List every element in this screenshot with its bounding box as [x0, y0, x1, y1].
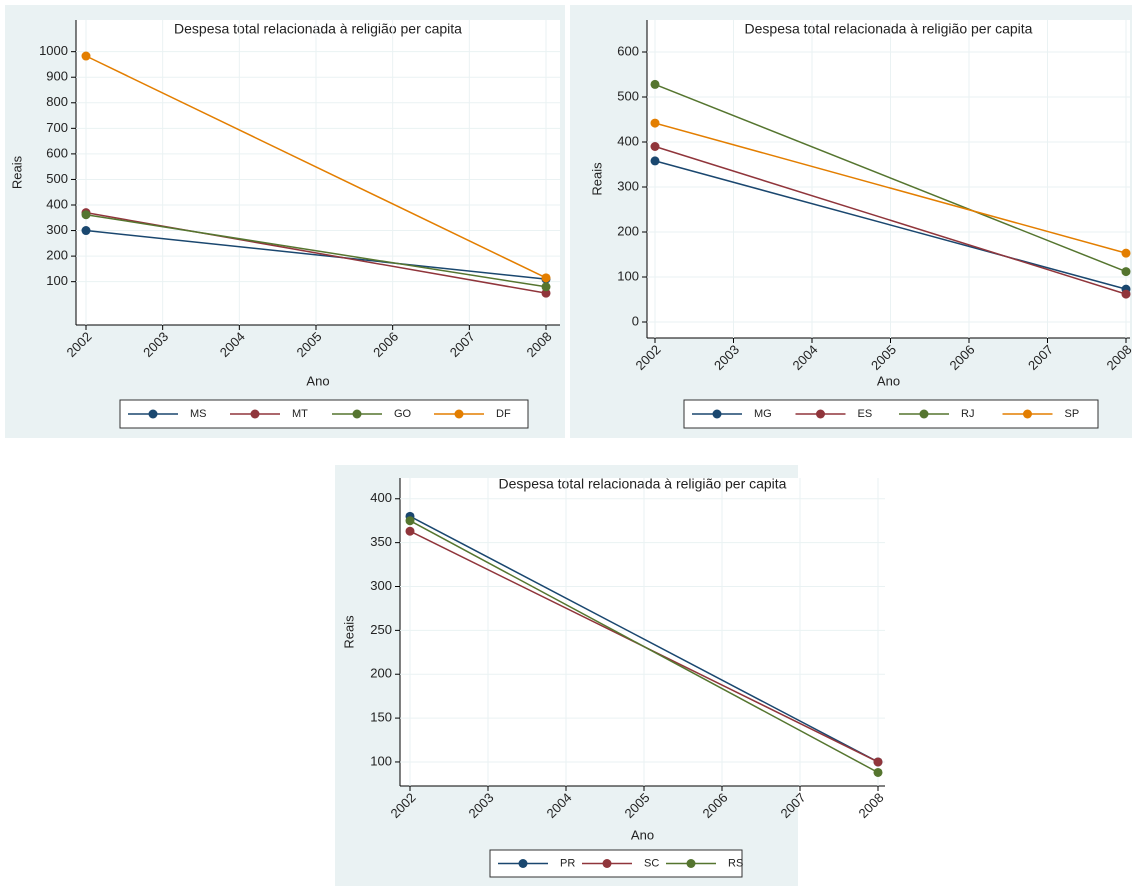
data-point: [541, 273, 551, 283]
y-tick-label: 150: [370, 710, 392, 725]
y-tick-label: 300: [46, 222, 68, 237]
x-axis-label: Ano: [877, 373, 900, 388]
chart-title: Despesa total relacionada à religião per…: [745, 21, 1033, 37]
plot-area: [647, 20, 1130, 338]
legend-label: RJ: [961, 408, 974, 420]
legend-label: ES: [858, 408, 873, 420]
data-point: [1121, 289, 1131, 299]
legend-label: MS: [190, 408, 207, 420]
x-axis-label: Ano: [631, 827, 654, 842]
y-tick-label: 500: [46, 171, 68, 186]
y-tick-label: 350: [370, 534, 392, 549]
y-tick-label: 400: [617, 133, 639, 148]
data-point: [405, 526, 415, 536]
y-tick-label: 100: [617, 268, 639, 283]
legend-label: PR: [560, 857, 575, 869]
data-point: [650, 156, 660, 166]
legend-label: GO: [394, 408, 412, 420]
legend-marker: [454, 409, 464, 419]
y-tick-label: 900: [46, 69, 68, 84]
y-tick-label: 700: [46, 120, 68, 135]
legend-marker: [352, 409, 362, 419]
legend-marker: [919, 409, 929, 419]
plot-area: [76, 20, 560, 325]
chart-title: Despesa total relacionada à religião per…: [499, 476, 787, 492]
y-tick-label: 400: [370, 490, 392, 505]
legend-marker: [686, 859, 696, 868]
legend-marker: [250, 409, 260, 419]
y-tick-label: 200: [46, 248, 68, 263]
y-tick-label: 500: [617, 88, 639, 103]
series-line: [85, 213, 547, 288]
series-line: [654, 122, 1127, 254]
series-line: [654, 145, 1127, 295]
series-line: [654, 83, 1127, 273]
series-line: [85, 55, 547, 279]
data-point: [650, 79, 660, 89]
legend-marker: [148, 409, 158, 419]
y-axis-label: Reais: [589, 162, 604, 196]
data-point: [1121, 267, 1131, 277]
legend-label: MT: [292, 408, 308, 420]
data-point: [873, 767, 883, 777]
legend-label: MG: [754, 408, 772, 420]
data-point: [405, 516, 415, 526]
y-tick-label: 200: [370, 666, 392, 681]
y-tick-label: 1000: [39, 43, 68, 58]
data-point: [650, 142, 660, 151]
y-tick-label: 300: [370, 578, 392, 593]
data-point: [541, 282, 551, 292]
data-point: [873, 757, 883, 767]
data-point: [1121, 248, 1131, 258]
y-tick-label: 600: [46, 145, 68, 160]
data-point: [650, 118, 660, 128]
legend-label: SP: [1065, 408, 1080, 420]
y-tick-label: 600: [617, 43, 639, 58]
legend-label: RS: [728, 857, 743, 869]
y-tick-label: 400: [46, 196, 68, 211]
y-tick-label: 0: [632, 313, 639, 328]
y-tick-label: 100: [370, 753, 392, 768]
y-tick-label: 250: [370, 622, 392, 637]
series-line: [409, 520, 879, 774]
y-tick-label: 100: [46, 273, 68, 288]
data-point: [81, 226, 91, 236]
legend-marker: [518, 859, 528, 868]
plot-area: [400, 478, 885, 786]
data-point: [541, 288, 551, 298]
chart-title: Despesa total relacionada à religião per…: [174, 21, 462, 37]
x-tick-label: 2008: [855, 790, 886, 821]
series-line: [654, 160, 1127, 290]
y-tick-label: 300: [617, 178, 639, 193]
legend-marker: [816, 409, 825, 419]
data-point: [81, 51, 91, 61]
legend-marker: [712, 409, 722, 419]
y-tick-label: 800: [46, 94, 68, 109]
y-axis-label: Reais: [341, 615, 356, 649]
x-axis-label: Ano: [306, 373, 329, 388]
legend-marker: [602, 859, 612, 868]
series-line: [409, 515, 879, 763]
legend-label: SC: [644, 857, 659, 869]
series-line: [85, 229, 547, 280]
legend-marker: [1023, 409, 1032, 419]
y-tick-label: 200: [617, 223, 639, 238]
legend-label: DF: [496, 408, 511, 420]
data-point: [81, 210, 91, 220]
y-axis-label: Reais: [9, 155, 24, 189]
